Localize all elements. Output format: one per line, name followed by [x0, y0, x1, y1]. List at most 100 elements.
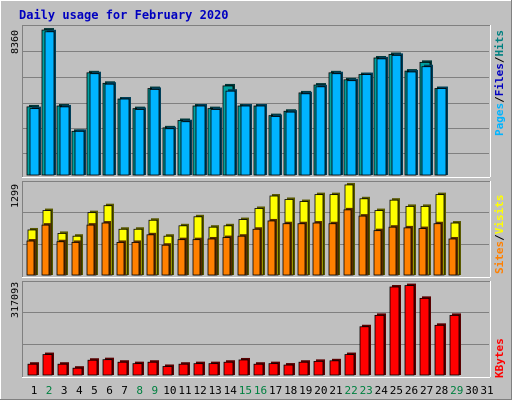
sites-bar-24 [373, 230, 382, 276]
day-label-2: 2 [46, 384, 53, 397]
kbytes-bar-19 [298, 361, 309, 376]
sites-bar-25 [388, 226, 397, 276]
sites-bar-15 [237, 235, 246, 276]
legend-kbytes: KBytes [493, 338, 506, 378]
sites-bar-29 [448, 238, 457, 276]
sites-bar-28 [433, 223, 442, 276]
day-label-21: 21 [329, 384, 342, 397]
sites-bar-5 [86, 224, 95, 276]
visits-max-label: 1299 [10, 184, 21, 208]
files-bar-5 [89, 73, 100, 176]
kbytes-bar-8 [132, 363, 143, 376]
files-bar-3 [59, 106, 70, 176]
files-bar-14 [225, 90, 236, 176]
svg-text:Sites/Visits: Sites/Visits [493, 195, 506, 275]
kbytes-bar-4 [72, 367, 83, 376]
chart-title: Daily usage for February 2020 [19, 8, 229, 22]
kbytes-bar-28 [434, 324, 445, 376]
legend-bottom: KBytes [493, 338, 506, 378]
kbytes-max-label: 317093 [10, 282, 21, 318]
kbytes-bar-20 [313, 360, 324, 376]
day-label-8: 8 [136, 384, 143, 397]
day-label-5: 5 [91, 384, 98, 397]
kbytes-bar-21 [329, 360, 340, 376]
day-label-1: 1 [31, 384, 38, 397]
kbytes-bar-2 [42, 354, 53, 376]
files-bar-24 [376, 58, 387, 176]
files-bar-28 [436, 88, 447, 176]
day-label-28: 28 [435, 384, 448, 397]
chart-bars [26, 28, 461, 376]
sites-bar-3 [56, 241, 65, 276]
kbytes-bar-23 [359, 326, 370, 376]
day-label-6: 6 [106, 384, 113, 397]
sites-bar-18 [282, 223, 291, 276]
sites-bar-4 [71, 242, 80, 276]
sites-bar-2 [41, 224, 50, 276]
kbytes-bar-12 [193, 363, 204, 376]
sites-bar-9 [146, 234, 155, 276]
kbytes-bar-13 [208, 363, 219, 376]
day-label-12: 12 [193, 384, 206, 397]
kbytes-bar-7 [117, 361, 128, 376]
day-label-25: 25 [390, 384, 403, 397]
kbytes-bar-26 [404, 285, 415, 376]
sites-bar-16 [252, 228, 261, 276]
day-labels: 1 2 3 4 5 6 7 8 9 10 11 12 13 14 15 16 17 18 19 20 21 22 23 24 2… [31, 384, 494, 397]
hits-max-label: 8360 [10, 30, 21, 54]
files-bar-21 [331, 73, 342, 176]
kbytes-bar-16 [253, 363, 264, 376]
files-bar-8 [134, 109, 145, 176]
files-bar-4 [74, 130, 85, 176]
files-bar-26 [406, 71, 417, 176]
files-bar-19 [300, 93, 311, 176]
kbytes-bar-11 [178, 363, 189, 376]
day-label-31: 31 [480, 384, 493, 397]
files-bar-15 [240, 105, 251, 176]
day-label-19: 19 [299, 384, 312, 397]
sites-bar-21 [328, 223, 337, 276]
kbytes-bar-5 [87, 359, 98, 376]
sites-bar-20 [312, 222, 321, 276]
files-bar-22 [346, 80, 357, 176]
kbytes-bar-1 [27, 363, 38, 376]
day-label-9: 9 [151, 384, 158, 397]
legend-sep-2: / [493, 56, 506, 63]
sites-bar-1 [26, 240, 35, 276]
files-bar-11 [180, 121, 191, 176]
sites-bar-14 [222, 237, 231, 276]
day-label-11: 11 [178, 384, 191, 397]
day-label-14: 14 [224, 384, 238, 397]
legend-top: Pages/Files/Hits [493, 30, 506, 136]
day-label-23: 23 [360, 384, 373, 397]
legend-hits: Hits [493, 30, 506, 57]
legend-pages: Pages [493, 103, 506, 136]
files-bar-2 [44, 31, 55, 176]
kbytes-bar-9 [147, 361, 158, 376]
sites-bar-11 [177, 239, 186, 276]
files-bar-10 [164, 128, 175, 176]
files-bar-16 [255, 105, 266, 176]
sites-bar-8 [131, 242, 140, 276]
kbytes-bar-18 [283, 364, 294, 376]
day-label-17: 17 [269, 384, 282, 397]
kbytes-bar-17 [268, 363, 279, 376]
sites-bar-22 [343, 209, 352, 276]
kbytes-bar-3 [57, 363, 68, 376]
files-bar-6 [104, 83, 115, 176]
legend-sites: Sites [493, 241, 506, 274]
day-label-24: 24 [375, 384, 389, 397]
sites-bar-17 [267, 220, 276, 276]
day-label-30: 30 [465, 384, 478, 397]
svg-text:Pages/Files/Hits: Pages/Files/Hits [493, 30, 506, 136]
files-bar-20 [315, 86, 326, 176]
day-label-27: 27 [420, 384, 433, 397]
day-label-4: 4 [76, 384, 83, 397]
kbytes-bar-10 [162, 366, 173, 376]
files-bar-9 [149, 89, 160, 176]
sites-bar-27 [418, 228, 427, 276]
day-label-7: 7 [121, 384, 128, 397]
kbytes-bar-14 [223, 361, 234, 376]
day-label-10: 10 [163, 384, 176, 397]
